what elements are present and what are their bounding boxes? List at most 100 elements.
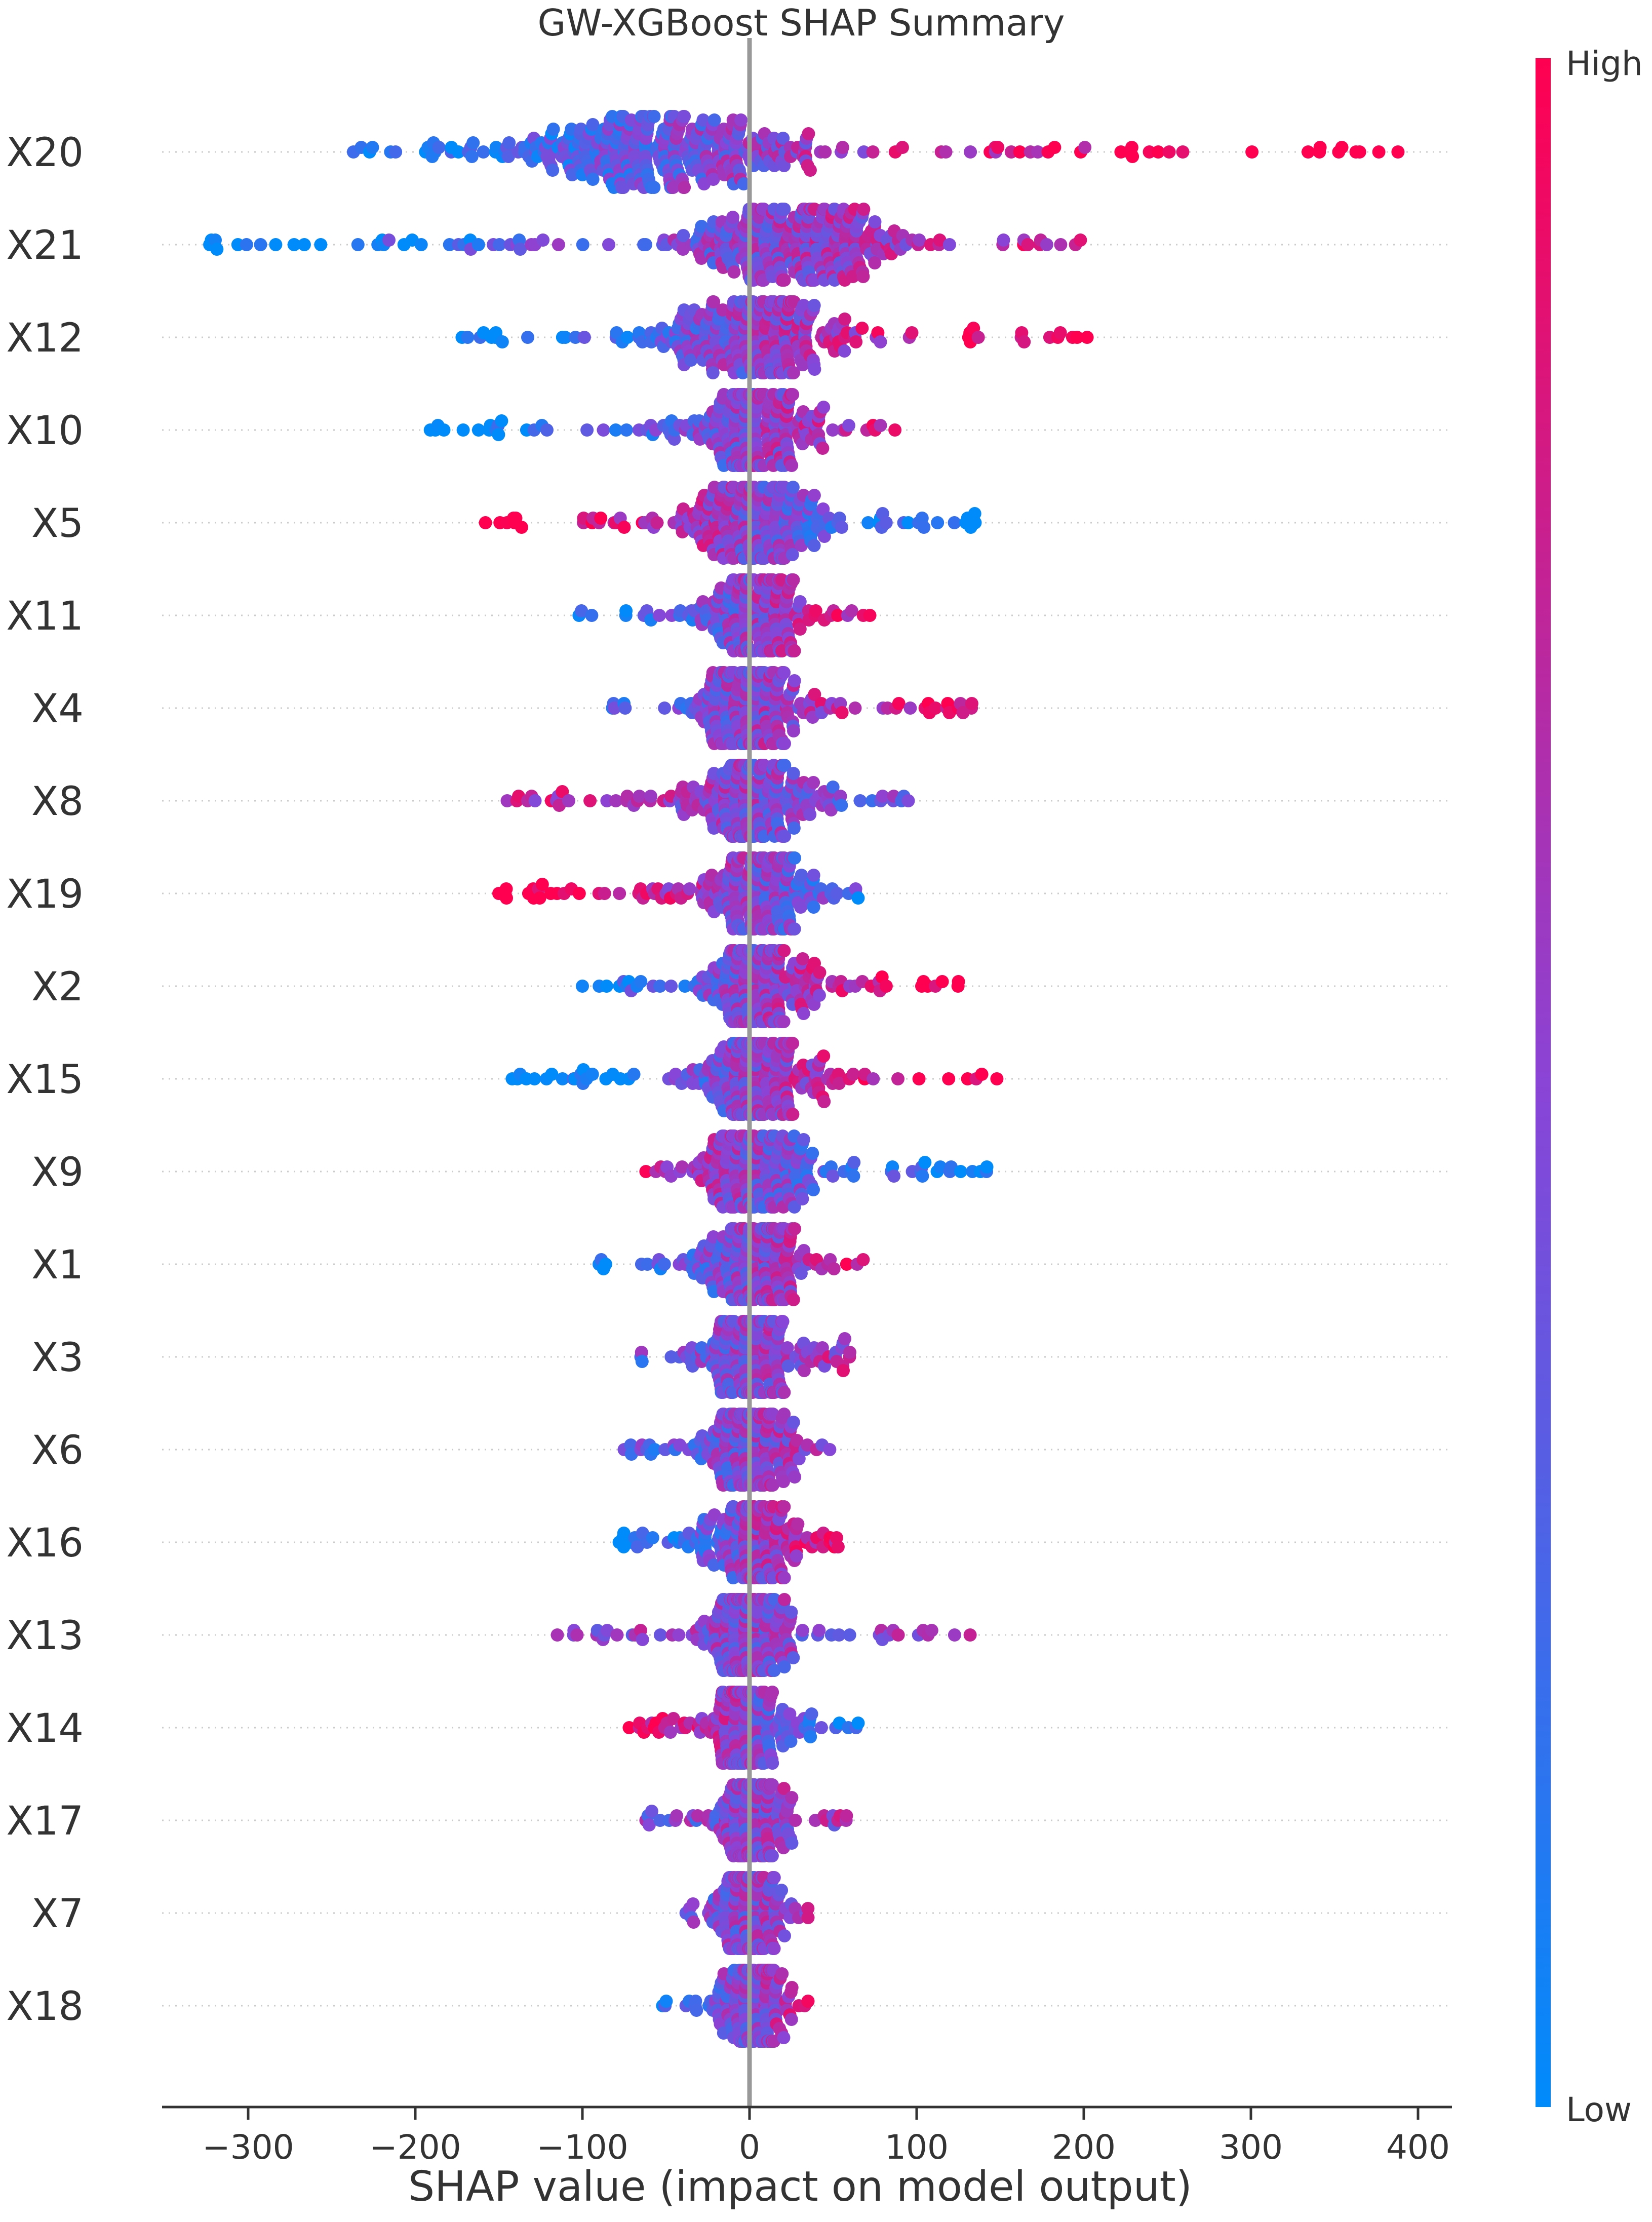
point-X10: [438, 423, 451, 437]
point-X20: [802, 127, 815, 140]
point-X10: [874, 419, 887, 432]
point-X12: [838, 313, 851, 326]
point-X19: [573, 887, 586, 900]
point-X13: [636, 1633, 649, 1646]
point-X20: [1126, 150, 1139, 163]
point-X11: [788, 644, 801, 657]
point-X4: [929, 701, 942, 715]
point-X21: [314, 238, 327, 251]
point-X5: [969, 516, 982, 529]
point-X10: [457, 423, 470, 437]
point-X10: [597, 423, 610, 437]
point-X12: [838, 344, 851, 358]
point-X3: [843, 1346, 856, 1359]
point-X21: [269, 238, 282, 251]
point-X13: [784, 1606, 798, 1619]
point-X21: [778, 274, 791, 287]
point-X15: [586, 1068, 599, 1081]
point-X19: [852, 891, 865, 905]
point-X9: [847, 1170, 860, 1183]
point-X20: [477, 145, 490, 159]
point-X20: [896, 141, 909, 154]
point-X2: [936, 975, 949, 988]
point-X3: [837, 1364, 850, 1377]
point-X20: [939, 145, 953, 159]
point-X11: [845, 604, 858, 617]
point-X20: [465, 150, 479, 163]
point-X12: [461, 331, 475, 344]
point-X21: [727, 265, 740, 279]
point-X9: [797, 1133, 810, 1146]
point-X10: [540, 423, 554, 437]
point-X19: [788, 851, 801, 865]
point-X4: [836, 706, 849, 719]
point-X15: [847, 1068, 860, 1081]
point-X4: [788, 674, 801, 687]
point-X2: [634, 975, 647, 988]
point-X20: [1372, 145, 1386, 159]
point-X1: [828, 1262, 841, 1275]
point-X20: [1335, 141, 1349, 154]
point-X12: [808, 299, 821, 312]
point-X21: [1040, 238, 1053, 251]
point-X19: [598, 887, 611, 900]
point-X13: [964, 1628, 977, 1642]
point-X6: [788, 1470, 801, 1484]
point-X2: [777, 1015, 791, 1028]
point-X2: [664, 980, 678, 993]
point-X4: [892, 697, 906, 710]
point-X1: [788, 1222, 801, 1235]
point-X15: [528, 1072, 541, 1085]
point-X1: [599, 1258, 612, 1271]
point-X1: [856, 1253, 870, 1266]
point-X12: [855, 322, 869, 335]
point-X20: [432, 141, 446, 154]
point-X16: [832, 1540, 845, 1553]
point-X16: [791, 1517, 804, 1531]
point-X12: [621, 331, 634, 344]
point-X21: [240, 238, 253, 251]
point-X21: [552, 238, 565, 251]
chart-title: GW-XGBoost SHAP Summary: [537, 2, 1065, 44]
point-X8: [854, 794, 867, 807]
point-X15: [942, 1072, 955, 1085]
point-X20: [836, 141, 849, 154]
point-X8: [787, 767, 800, 780]
point-X21: [857, 203, 870, 216]
point-X16: [646, 1531, 659, 1544]
point-X21: [726, 211, 739, 224]
point-X12: [578, 331, 591, 344]
point-X9: [916, 1170, 929, 1183]
point-X12: [1017, 335, 1031, 348]
point-X20: [678, 181, 691, 194]
point-X15: [786, 1037, 799, 1050]
point-X21: [254, 238, 267, 251]
point-X11: [585, 609, 598, 622]
point-X10: [817, 401, 830, 414]
point-X20: [389, 145, 402, 159]
point-X5: [515, 521, 528, 534]
point-X20: [1314, 141, 1327, 154]
point-X4: [778, 737, 791, 750]
point-X8: [835, 799, 848, 812]
point-X21: [351, 238, 365, 251]
point-X9: [887, 1170, 900, 1183]
point-X21: [1054, 238, 1067, 251]
point-X1: [787, 1293, 800, 1306]
point-X19: [807, 901, 820, 914]
point-X13: [551, 1628, 564, 1642]
point-X2: [880, 980, 893, 993]
point-X21: [1074, 233, 1087, 247]
point-X20: [804, 164, 817, 177]
point-X8: [562, 794, 575, 807]
point-X9: [806, 1147, 819, 1160]
point-X9: [954, 1165, 967, 1178]
point-X10: [495, 414, 508, 427]
point-X4: [787, 724, 800, 737]
point-X12: [496, 335, 509, 348]
point-X15: [786, 1108, 799, 1121]
point-X2: [797, 1007, 810, 1020]
point-X19: [683, 882, 696, 895]
point-X21: [536, 233, 549, 247]
point-X2: [777, 944, 791, 957]
